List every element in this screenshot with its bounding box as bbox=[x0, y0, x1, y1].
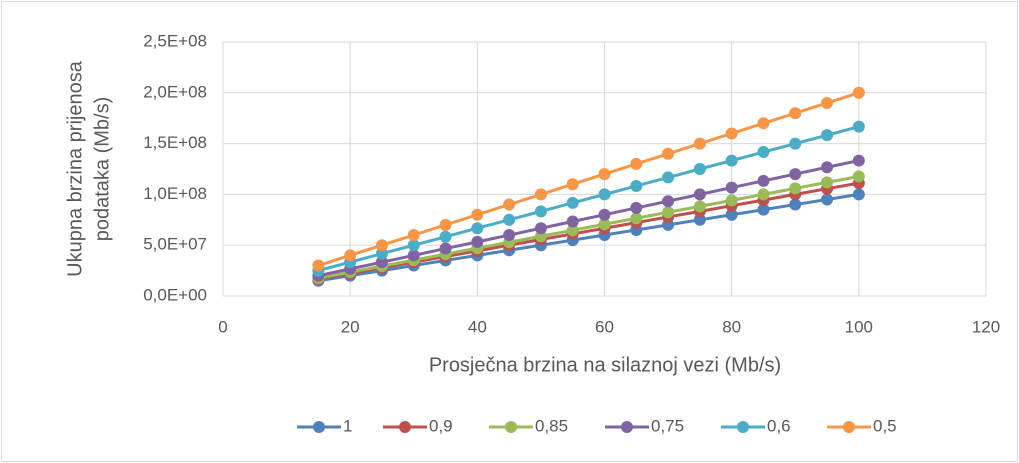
data-point bbox=[344, 249, 357, 262]
y-axis-title: Ukupna brzina prijenosa bbox=[64, 60, 86, 277]
legend-label: 0,5 bbox=[873, 416, 897, 435]
legend-label: 0,6 bbox=[767, 416, 791, 435]
data-point bbox=[725, 208, 738, 221]
x-tick-label: 80 bbox=[722, 317, 741, 336]
data-point bbox=[630, 179, 643, 192]
data-point bbox=[725, 154, 738, 167]
data-point bbox=[662, 195, 675, 208]
data-point bbox=[566, 224, 579, 237]
data-point bbox=[821, 161, 834, 174]
x-tick-label: 100 bbox=[845, 317, 873, 336]
data-point bbox=[598, 168, 611, 181]
x-tick-label: 0 bbox=[218, 317, 227, 336]
x-axis-title: Prosječna brzina na silaznoj vezi (Mb/s) bbox=[429, 354, 781, 376]
data-point bbox=[852, 170, 865, 183]
data-point bbox=[630, 157, 643, 170]
legend-marker bbox=[737, 421, 749, 433]
data-point bbox=[821, 193, 834, 206]
data-point bbox=[725, 127, 738, 140]
data-point bbox=[693, 137, 706, 150]
x-tick-label: 60 bbox=[595, 317, 614, 336]
y-tick-label: 2,0E+08 bbox=[143, 82, 207, 101]
data-point bbox=[662, 206, 675, 219]
data-point bbox=[757, 203, 770, 216]
legend-label: 0,85 bbox=[535, 416, 568, 435]
data-point bbox=[852, 154, 865, 167]
data-point bbox=[534, 222, 547, 235]
data-point bbox=[789, 137, 802, 150]
data-point bbox=[821, 129, 834, 142]
data-point bbox=[757, 146, 770, 159]
legend-marker bbox=[399, 421, 411, 433]
data-point bbox=[757, 117, 770, 130]
data-point bbox=[662, 171, 675, 184]
data-point bbox=[757, 188, 770, 201]
data-point bbox=[375, 239, 388, 252]
data-point bbox=[693, 213, 706, 226]
data-point bbox=[534, 205, 547, 218]
data-point bbox=[503, 229, 516, 242]
data-point bbox=[439, 242, 452, 255]
data-point bbox=[503, 198, 516, 211]
legend-label: 1 bbox=[343, 416, 352, 435]
data-point bbox=[566, 196, 579, 209]
data-point bbox=[439, 218, 452, 231]
data-point bbox=[503, 213, 516, 226]
data-point bbox=[630, 201, 643, 214]
data-point bbox=[725, 181, 738, 194]
data-point bbox=[852, 86, 865, 99]
data-point bbox=[375, 247, 388, 260]
data-point bbox=[471, 235, 484, 248]
legend-marker bbox=[505, 421, 517, 433]
x-tick-label: 40 bbox=[468, 317, 487, 336]
data-point bbox=[407, 229, 420, 242]
x-tick-label: 120 bbox=[972, 317, 1000, 336]
legend-marker bbox=[621, 421, 633, 433]
data-point bbox=[407, 249, 420, 262]
data-point bbox=[471, 208, 484, 221]
data-point bbox=[312, 259, 325, 272]
data-point bbox=[407, 239, 420, 252]
data-point bbox=[693, 200, 706, 213]
data-point bbox=[789, 198, 802, 211]
legend-marker bbox=[843, 421, 855, 433]
data-point bbox=[789, 182, 802, 195]
data-point bbox=[693, 188, 706, 201]
data-point bbox=[852, 120, 865, 133]
data-point bbox=[534, 188, 547, 201]
data-point bbox=[471, 222, 484, 235]
data-point bbox=[821, 96, 834, 109]
data-point bbox=[852, 188, 865, 201]
y-tick-label: 2,5E+08 bbox=[143, 31, 207, 50]
data-point bbox=[598, 188, 611, 201]
y-tick-label: 0,0E+00 bbox=[143, 285, 207, 304]
data-point bbox=[598, 208, 611, 221]
y-tick-label: 1,5E+08 bbox=[143, 133, 207, 152]
data-point bbox=[789, 168, 802, 181]
data-point bbox=[375, 256, 388, 269]
data-point bbox=[789, 107, 802, 120]
data-point bbox=[439, 230, 452, 243]
y-tick-label: 5,0E+07 bbox=[143, 235, 207, 254]
data-point bbox=[725, 194, 738, 207]
data-point bbox=[598, 218, 611, 231]
data-point bbox=[821, 176, 834, 189]
legend-label: 0,9 bbox=[429, 416, 453, 435]
data-point bbox=[662, 147, 675, 160]
data-point bbox=[566, 215, 579, 228]
x-tick-label: 20 bbox=[341, 317, 360, 336]
data-point bbox=[757, 174, 770, 187]
legend-marker bbox=[313, 421, 325, 433]
data-point bbox=[630, 212, 643, 225]
y-tick-label: 1,0E+08 bbox=[143, 184, 207, 203]
y-axis-title: podataka (Mb/s) bbox=[91, 97, 113, 242]
data-point bbox=[566, 178, 579, 191]
data-point bbox=[693, 163, 706, 175]
legend-label: 0,75 bbox=[651, 416, 684, 435]
